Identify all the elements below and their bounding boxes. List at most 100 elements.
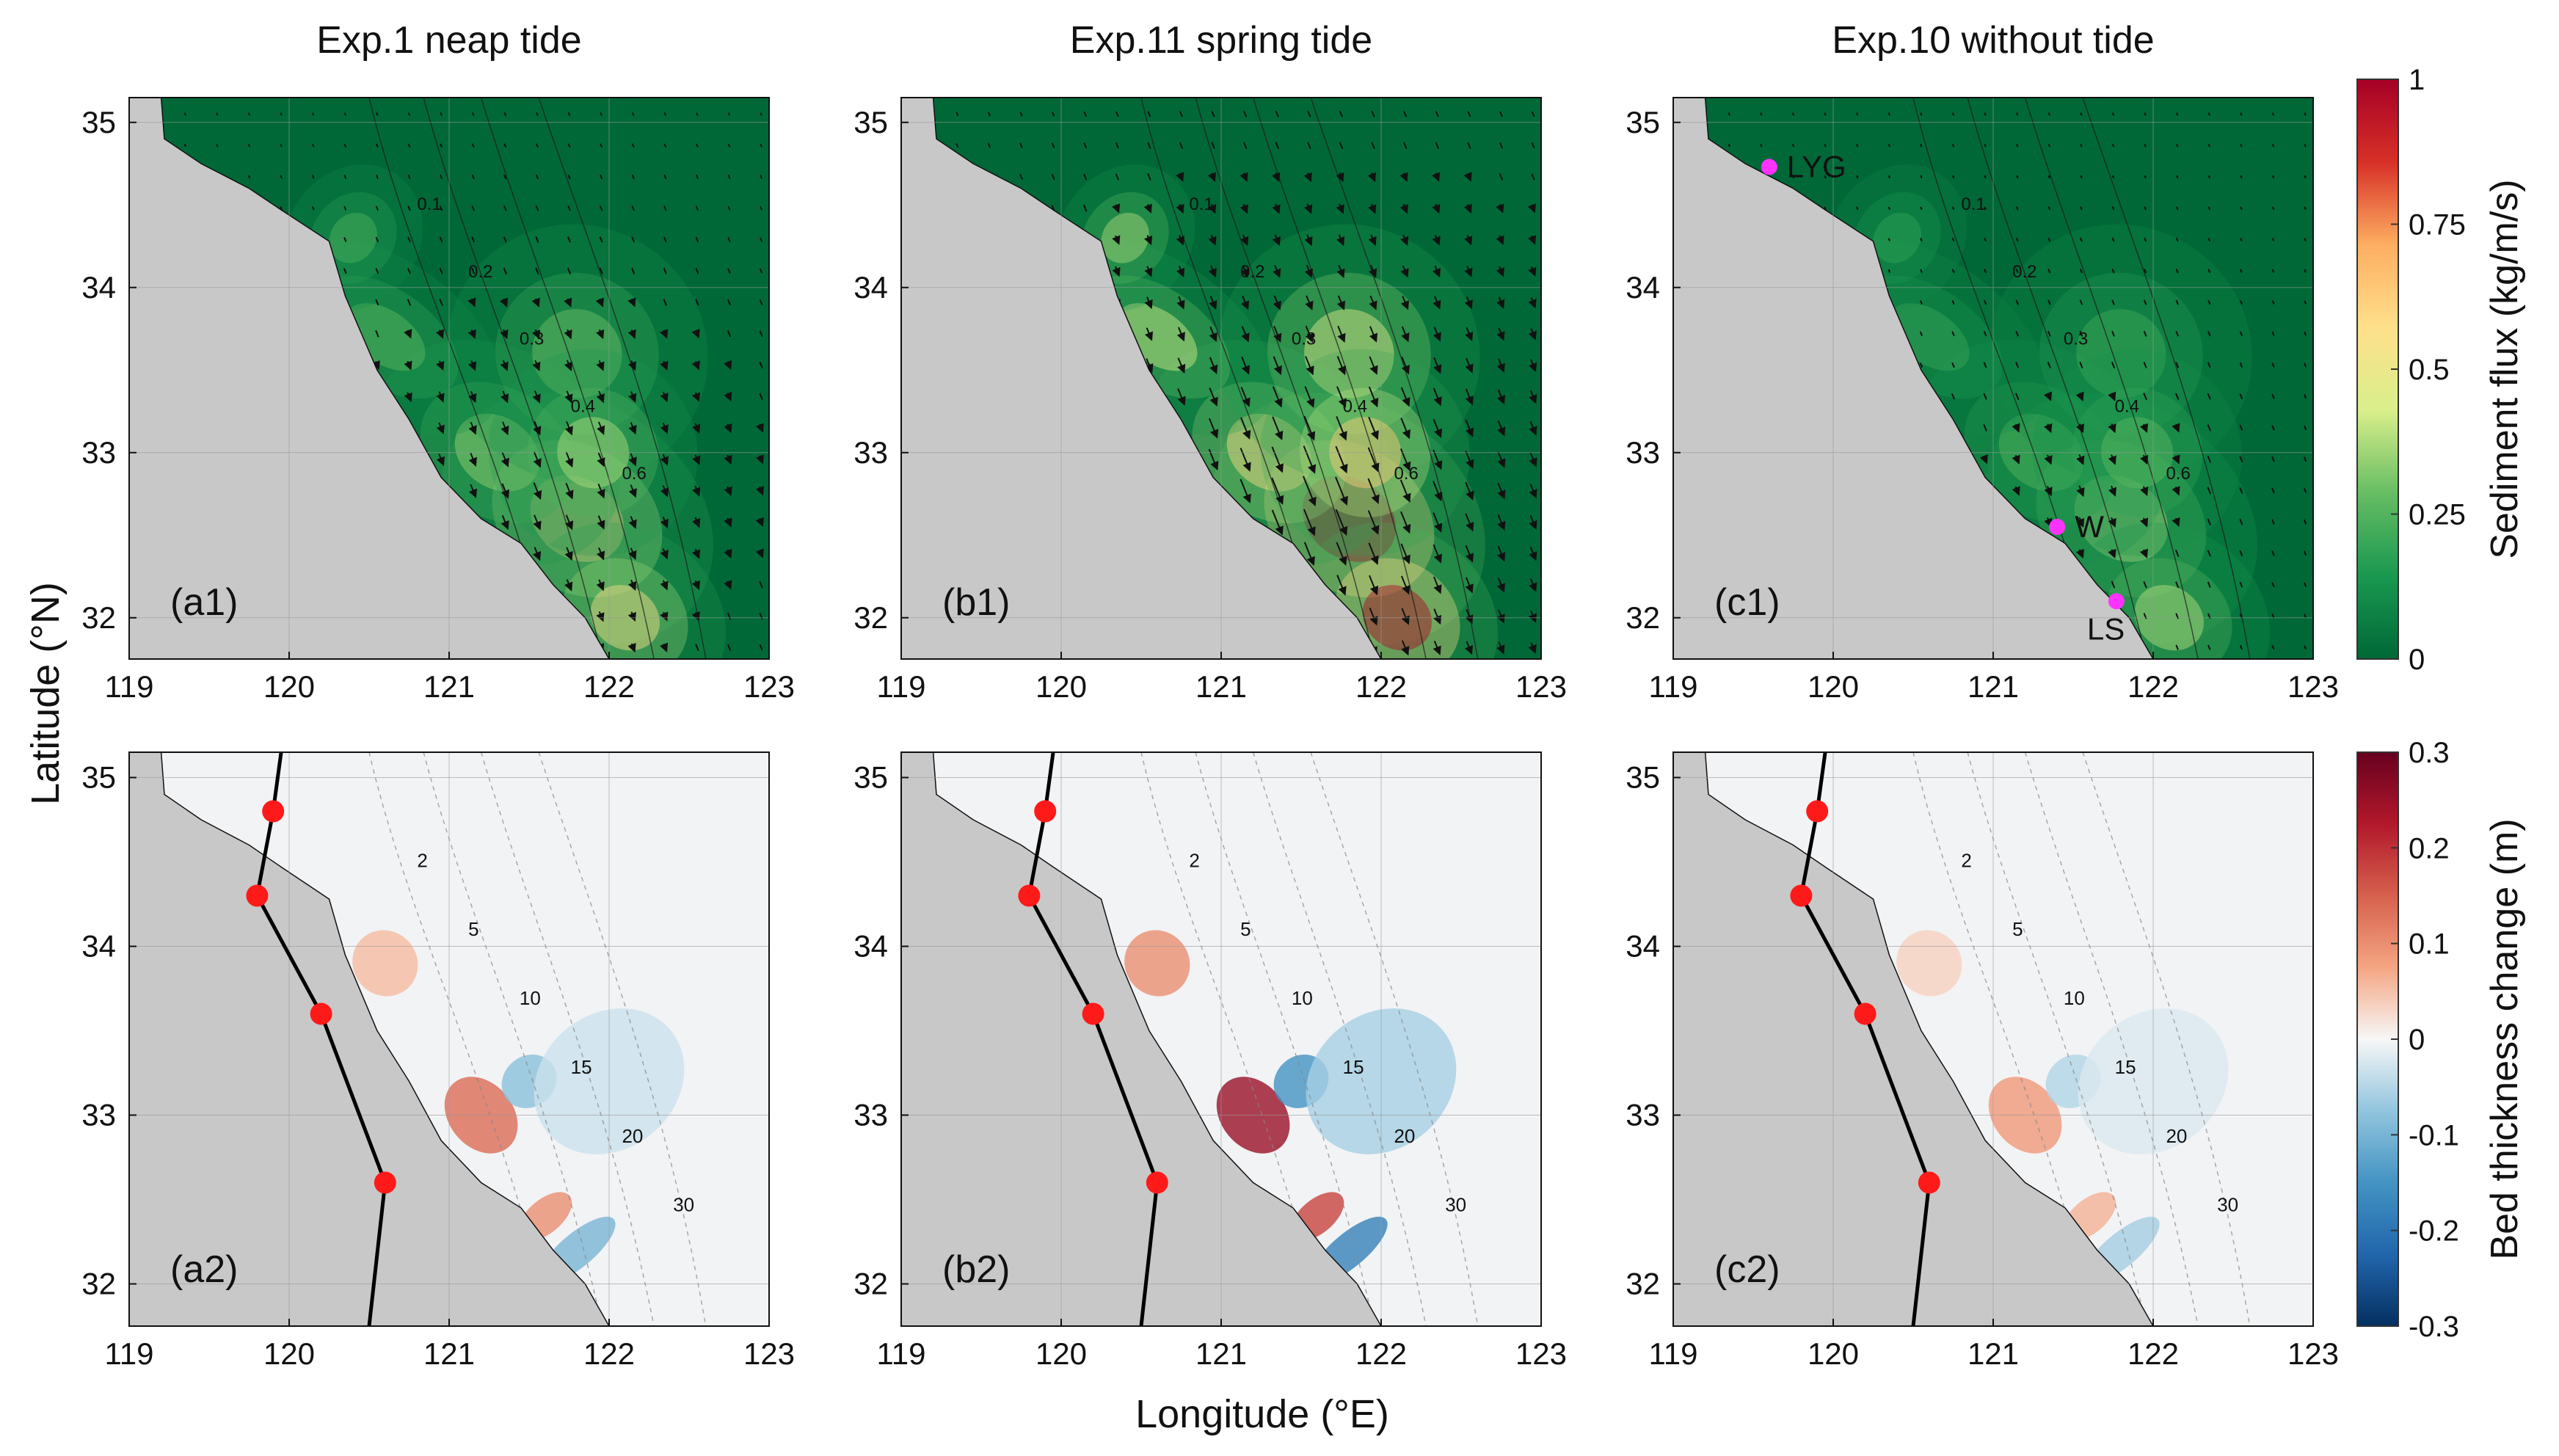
flux-vector — [1240, 172, 1248, 183]
flux-vector — [2143, 393, 2147, 401]
flux-vector — [439, 205, 443, 211]
contour-label: 20 — [1394, 1125, 1415, 1147]
flux-vector — [760, 143, 762, 148]
flux-vector — [407, 299, 412, 306]
flux-vector — [2047, 269, 2051, 274]
flux-vector — [727, 205, 731, 211]
flux-vector — [597, 484, 605, 499]
flux-vector — [596, 611, 605, 622]
flux-vector — [2140, 486, 2149, 497]
flux-vector — [1728, 144, 1730, 148]
flux-vector — [2207, 581, 2211, 588]
flux-vector — [1179, 142, 1184, 149]
x-tick-label: 119 — [877, 1336, 926, 1371]
flux-vector — [1464, 235, 1473, 246]
flux-vector — [724, 360, 732, 371]
seawall-point — [262, 800, 285, 823]
flux-vector — [631, 143, 635, 148]
flux-vector — [1951, 362, 1955, 368]
x-tick-label: 120 — [263, 1336, 315, 1371]
flux-vector — [2207, 331, 2211, 337]
flux-vector — [440, 143, 443, 148]
x-tick-label: 119 — [105, 1336, 154, 1371]
flux-vector — [439, 267, 443, 274]
flux-vector — [1209, 387, 1218, 407]
y-tick-label: 33 — [1626, 435, 1660, 470]
flux-vector — [1303, 476, 1317, 507]
flux-vector — [1115, 111, 1119, 117]
flux-vector — [660, 580, 669, 591]
flux-vector — [471, 174, 475, 180]
contour-label: 2 — [417, 849, 427, 871]
flux-vector — [1275, 111, 1279, 117]
flux-vector — [1336, 386, 1347, 408]
panel-title: Exp.10 without tide — [1832, 19, 2154, 62]
flux-vector — [533, 421, 542, 436]
flux-vector — [436, 453, 445, 467]
contour-label: 0.1 — [1961, 194, 1985, 214]
flux-vector — [375, 330, 379, 338]
flux-vector — [1304, 264, 1313, 279]
flux-vector — [2015, 237, 2019, 242]
bed-change-panel: 2 5 10 15 20 30 (c2) 119 120 121 122 123 32 33 34 35 — [1626, 751, 2339, 1371]
flux-vector — [1824, 144, 1827, 148]
flux-vector — [692, 423, 701, 434]
flux-vector — [1208, 418, 1219, 439]
flux-vector — [759, 268, 763, 274]
flux-vector — [2076, 517, 2085, 528]
flux-vector — [1368, 416, 1379, 440]
flux-vector — [1147, 111, 1151, 117]
x-tick-label: 121 — [1968, 669, 2019, 704]
flux-hotspot — [329, 212, 377, 263]
flux-vector — [1432, 234, 1441, 246]
flux-vector — [1400, 575, 1410, 595]
y-tick-label: 32 — [853, 600, 888, 635]
flux-vector — [2015, 206, 2019, 211]
flux-vector — [1433, 608, 1442, 625]
flux-vector — [1824, 112, 1827, 116]
flux-hotspot — [1264, 440, 1435, 597]
flux-vector — [691, 392, 700, 402]
flux-vector — [596, 390, 605, 404]
flux-vector — [375, 175, 379, 179]
x-tick-label: 123 — [2287, 669, 2339, 704]
x-tick-label: 120 — [1808, 669, 1859, 704]
flux-vector — [1824, 206, 1827, 210]
flux-vector — [343, 143, 347, 148]
flux-vector — [1433, 327, 1441, 342]
flux-vector — [2303, 393, 2307, 399]
flux-vector — [1336, 356, 1347, 376]
flux-vector — [1401, 326, 1410, 343]
flux-vector — [2239, 424, 2243, 432]
y-tick-label: 32 — [853, 1267, 888, 1301]
flux-vector — [695, 205, 699, 211]
y-tick-label: 32 — [1626, 1267, 1660, 1301]
colorbar-tick-label: 0.1 — [2409, 928, 2450, 961]
flux-vector — [371, 360, 380, 371]
flux-vector — [1368, 265, 1377, 278]
flux-vector — [660, 454, 669, 466]
flux-vector — [2075, 548, 2084, 559]
flux-vector — [691, 548, 701, 559]
flux-vector — [755, 517, 764, 528]
flux-vector — [503, 205, 507, 211]
flux-vector — [436, 422, 445, 434]
flux-vector — [1432, 265, 1441, 278]
flux-vector — [2207, 299, 2211, 305]
flux-vector — [600, 112, 603, 117]
flux-vector — [1400, 543, 1410, 564]
flux-vector — [1019, 112, 1023, 117]
flux-vector — [535, 143, 539, 148]
flux-vector — [628, 453, 637, 467]
colorbar-tick-label: 0.5 — [2409, 354, 2450, 386]
flux-vector — [1147, 173, 1151, 181]
flux-vector — [2143, 330, 2147, 337]
flux-vector — [1463, 203, 1472, 214]
flux-vector — [759, 612, 763, 620]
flux-vector — [1176, 234, 1184, 246]
flux-vector — [696, 112, 699, 116]
flux-vector — [1367, 447, 1380, 473]
contour-label: 2 — [1961, 849, 1971, 871]
flux-vector — [2304, 206, 2307, 210]
flux-vector — [1465, 609, 1474, 625]
